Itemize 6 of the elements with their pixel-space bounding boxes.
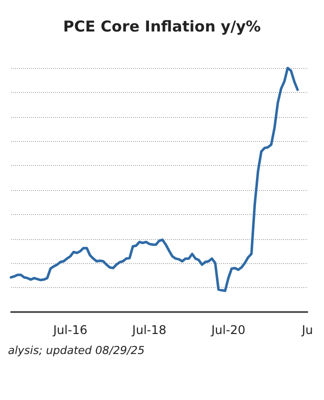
x-tick-label: Jul-18 bbox=[131, 323, 166, 337]
text: alysis; updated 08/29/25 bbox=[8, 344, 145, 357]
x-tick-label: Ju bbox=[300, 323, 314, 337]
x-tick-label: Jul-20 bbox=[210, 323, 246, 337]
x-tick-label: Jul-16 bbox=[52, 323, 88, 337]
chart-title: PCE Core Inflation y/y% bbox=[63, 18, 261, 36]
